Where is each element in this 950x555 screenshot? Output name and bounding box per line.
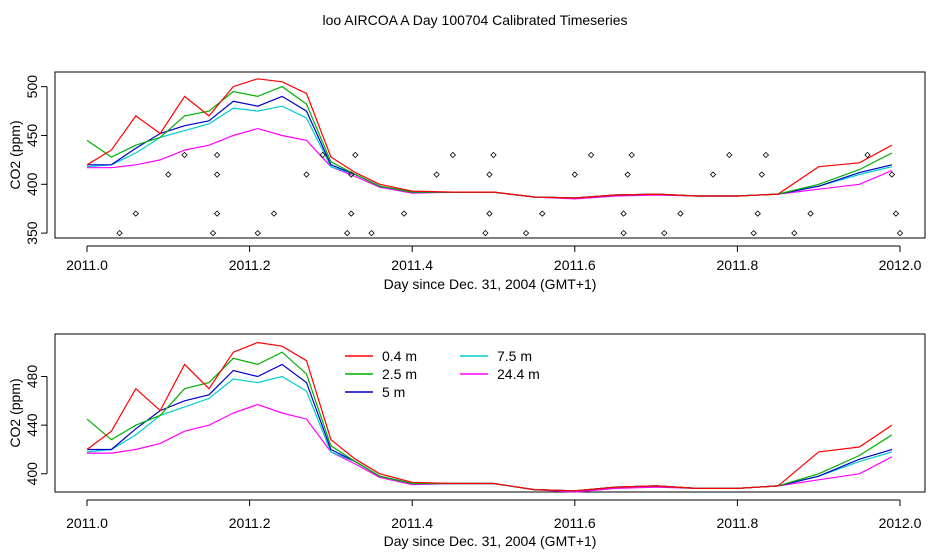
series-line-s244 — [87, 127, 893, 200]
scatter-point — [400, 210, 408, 217]
series-line-s04 — [86, 78, 893, 199]
scatter-point — [213, 151, 221, 159]
scatter-point — [254, 229, 261, 237]
x-tick-label: 2011.8 — [717, 515, 759, 531]
scatter-point — [486, 171, 493, 178]
scatter-point — [213, 210, 221, 217]
scatter-point — [209, 229, 217, 237]
x-tick-label: 2011.8 — [717, 257, 759, 273]
x-tick-label: 2011.0 — [66, 515, 108, 531]
scatter-point — [624, 171, 631, 178]
scatter-point — [165, 171, 172, 178]
scatter-point — [213, 171, 221, 178]
scatter-point — [892, 210, 900, 217]
y-tick-label: 400 — [24, 462, 40, 486]
x-tick-label: 2011.6 — [554, 515, 596, 531]
legend-label-s25: 2.5 m — [382, 366, 417, 382]
plot-frame — [54, 71, 926, 239]
plot-frame — [54, 333, 926, 493]
scatter-point — [677, 210, 684, 217]
x-tick-label: 2012.0 — [879, 257, 922, 273]
scatter-point — [571, 171, 578, 178]
scatter-point — [449, 151, 457, 159]
scatter-point — [661, 229, 668, 237]
scatter-point — [791, 229, 798, 237]
x-axis-label: Day since Dec. 31, 2004 (GMT+1) — [384, 276, 597, 292]
series-line-s25 — [86, 351, 893, 492]
x-tick-label: 2011.2 — [229, 515, 271, 531]
scatter-point — [319, 151, 326, 159]
y-tick-label: 450 — [24, 124, 40, 148]
scatter-point — [620, 210, 627, 217]
scatter-point — [270, 210, 278, 217]
scatter-point — [433, 171, 440, 178]
figure-title: loo AIRCOA A Day 100704 Calibrated Times… — [322, 12, 627, 28]
x-axis-label: Day since Dec. 31, 2004 (GMT+1) — [384, 533, 597, 549]
scatter-point — [303, 171, 310, 178]
y-axis-label: CO2 (ppm) — [7, 120, 23, 189]
y-tick-label: 440 — [24, 413, 40, 437]
scatter-point — [348, 210, 355, 217]
legend-label-s50: 5 m — [382, 384, 405, 400]
y-tick-label: 500 — [24, 75, 40, 99]
bottom-panel: 2011.0 2011.2 2011.4 2011.6 2011.8 2012.0 Day … — [7, 333, 926, 549]
scatter-point — [750, 229, 757, 237]
scatter-point — [522, 229, 530, 237]
scatter-point — [762, 151, 770, 159]
scatter-point — [132, 210, 139, 217]
x-tick-label: 2011.2 — [229, 257, 271, 273]
legend: 0.4 m 2.5 m 5 m 7.5 m 24.4 m — [345, 348, 540, 400]
y-tick-label: 350 — [24, 221, 40, 245]
scatter-point — [587, 151, 595, 159]
series-line-s25 — [86, 85, 893, 199]
scatter-point — [754, 210, 761, 217]
scatter-point — [628, 151, 635, 159]
scatter-point — [490, 151, 497, 159]
x-tick-label: 2011.0 — [66, 257, 108, 273]
scatter-point — [181, 151, 188, 159]
y-axis-label: CO2 (ppm) — [7, 378, 23, 447]
scatter-point — [539, 210, 546, 217]
scatter-point — [807, 210, 814, 217]
scatter-point — [482, 229, 489, 237]
scatter-point — [864, 151, 871, 159]
x-tick-label: 2011.4 — [391, 515, 433, 531]
y-tick-label: 400 — [24, 172, 40, 196]
scatter-point — [726, 151, 733, 159]
x-tick-label: 2012.0 — [879, 515, 922, 531]
x-tick-label: 2011.6 — [554, 257, 596, 273]
series-line-s75 — [86, 105, 893, 199]
legend-label-s04: 0.4 m — [382, 348, 417, 364]
top-panel: 2011.0 2011.2 2011.4 2011.6 2011.8 2012.0 Day … — [7, 71, 926, 292]
scatter-point — [343, 229, 351, 237]
scatter-point — [758, 171, 765, 178]
scatter-point — [620, 229, 627, 237]
series-line-s04 — [86, 341, 893, 492]
x-tick-label: 2011.4 — [391, 257, 433, 273]
scatter-point — [888, 171, 896, 178]
series-line-s75 — [86, 375, 893, 492]
scatter-point — [116, 229, 123, 237]
y-tick-label: 480 — [24, 365, 40, 389]
scatter-point — [348, 171, 355, 178]
scatter-point — [352, 151, 359, 159]
legend-label-s244: 24.4 m — [497, 366, 540, 382]
legend-label-s75: 7.5 m — [497, 348, 532, 364]
scatter-point — [896, 229, 904, 237]
scatter-point — [486, 210, 493, 217]
series-line-s244 — [87, 403, 893, 493]
scatter-point — [368, 229, 375, 237]
scatter-point — [709, 171, 717, 178]
